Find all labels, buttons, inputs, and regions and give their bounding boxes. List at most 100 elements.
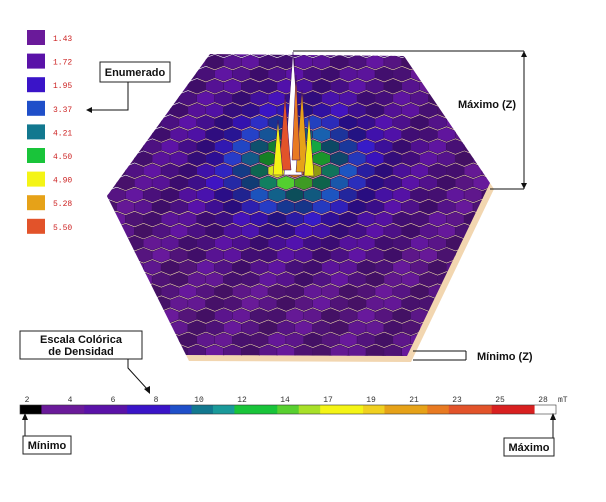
color-scale: 2 4 6 8 10 12 14 17 19 21 23 25 28 mT (20, 396, 568, 414)
surface-cell (446, 43, 464, 57)
scale-segment (513, 405, 535, 414)
surface-cell (143, 140, 161, 154)
surface-cell (108, 164, 126, 178)
surface-cell (143, 309, 161, 323)
surface-cell (152, 321, 170, 335)
scale-segment (192, 405, 214, 414)
surface-cell (455, 55, 473, 69)
legend-swatch (27, 77, 45, 92)
surface-cell (99, 176, 117, 190)
surface-cell (54, 43, 72, 57)
maximo-z-arrow-down (521, 183, 527, 189)
escala-label-line1: Escala Colórica (40, 334, 123, 346)
surface-cell (482, 260, 500, 274)
legend-value: 4.90 (53, 177, 72, 186)
legend-value: 1.72 (53, 59, 72, 68)
surface-cell (99, 248, 117, 262)
legend-swatch (27, 54, 45, 69)
surface-cell (188, 55, 206, 69)
surface-cell (455, 296, 473, 310)
surface-cell (161, 43, 179, 57)
legend-value: 5.50 (53, 224, 72, 233)
surface-cell (63, 248, 81, 262)
scale-segment (384, 405, 406, 414)
surface-cell (72, 236, 90, 250)
minimo-label: Mínimo (28, 440, 67, 452)
surface-cell (482, 115, 500, 129)
maximo-label: Máximo (509, 442, 550, 454)
surface-cell (72, 140, 90, 154)
surface-cell (161, 357, 179, 371)
surface-cell (125, 115, 143, 129)
surface-cell (108, 140, 126, 154)
scale-unit: mT (558, 396, 568, 405)
surface-cell (161, 91, 179, 105)
surface-cell (117, 296, 135, 310)
surface-cell (99, 272, 117, 286)
scale-segment (106, 405, 128, 414)
surface-cell (90, 115, 108, 129)
surface-cell (99, 127, 117, 141)
legend-swatch (27, 172, 45, 187)
surface-cell (286, 333, 304, 347)
scale-tick-label: 21 (409, 396, 419, 405)
surface-cell (518, 309, 536, 323)
surface-cell (108, 284, 126, 298)
surface-cell (464, 43, 482, 57)
surface-cell (482, 284, 500, 298)
legend-swatch (27, 124, 45, 139)
surface-cell (500, 236, 518, 250)
surface-cell (527, 79, 545, 93)
surface-cell (90, 236, 108, 250)
surface-cell (509, 296, 527, 310)
surface-cell (72, 115, 90, 129)
scale-segment (363, 405, 385, 414)
surface-cell (72, 188, 90, 202)
surface-cell (509, 224, 527, 238)
scale-tick-label: 6 (111, 396, 116, 405)
surface-cell (464, 260, 482, 274)
surface-cell (54, 115, 72, 129)
surface-cell (90, 284, 108, 298)
surface-cell (500, 284, 518, 298)
surface-cell (90, 91, 108, 105)
surface-cell (509, 200, 527, 214)
surface-cell (518, 140, 536, 154)
surface-cell (455, 79, 473, 93)
surface-cell (518, 67, 536, 81)
scale-segment (41, 405, 63, 414)
scale-tick-label: 14 (280, 396, 290, 405)
surface-cell (527, 321, 545, 335)
scale-tick-label: 10 (194, 396, 204, 405)
surface-cell (81, 176, 99, 190)
scale-segment (470, 405, 492, 414)
surface-cell (357, 333, 375, 347)
surface-cell (491, 296, 509, 310)
surface-cell (143, 115, 161, 129)
scale-segment (84, 405, 106, 414)
surface-cell (491, 152, 509, 166)
maximo-z-label: Máximo (Z) (458, 99, 516, 111)
surface-cell (473, 55, 491, 69)
surface-cell (108, 309, 126, 323)
surface-cell (179, 43, 197, 57)
enumerado-pointer (90, 82, 128, 110)
surface-cell (482, 236, 500, 250)
surface-cell (54, 260, 72, 274)
escala-callout: Escala Colórica de Densidad (20, 331, 150, 394)
surface-cell (72, 212, 90, 226)
surface-cell (108, 43, 126, 57)
surface-cell (99, 152, 117, 166)
surface-cell (500, 164, 518, 178)
surface-cell (63, 272, 81, 286)
surface-cell (81, 224, 99, 238)
surface-cell (54, 236, 72, 250)
surface-cell (215, 140, 233, 154)
scale-segment (406, 405, 428, 414)
surface-cell (117, 272, 135, 286)
surface-cell (72, 164, 90, 178)
surface-cell (36, 309, 54, 323)
surface-cell (491, 127, 509, 141)
scale-segment (213, 405, 235, 414)
surface-cell (500, 140, 518, 154)
